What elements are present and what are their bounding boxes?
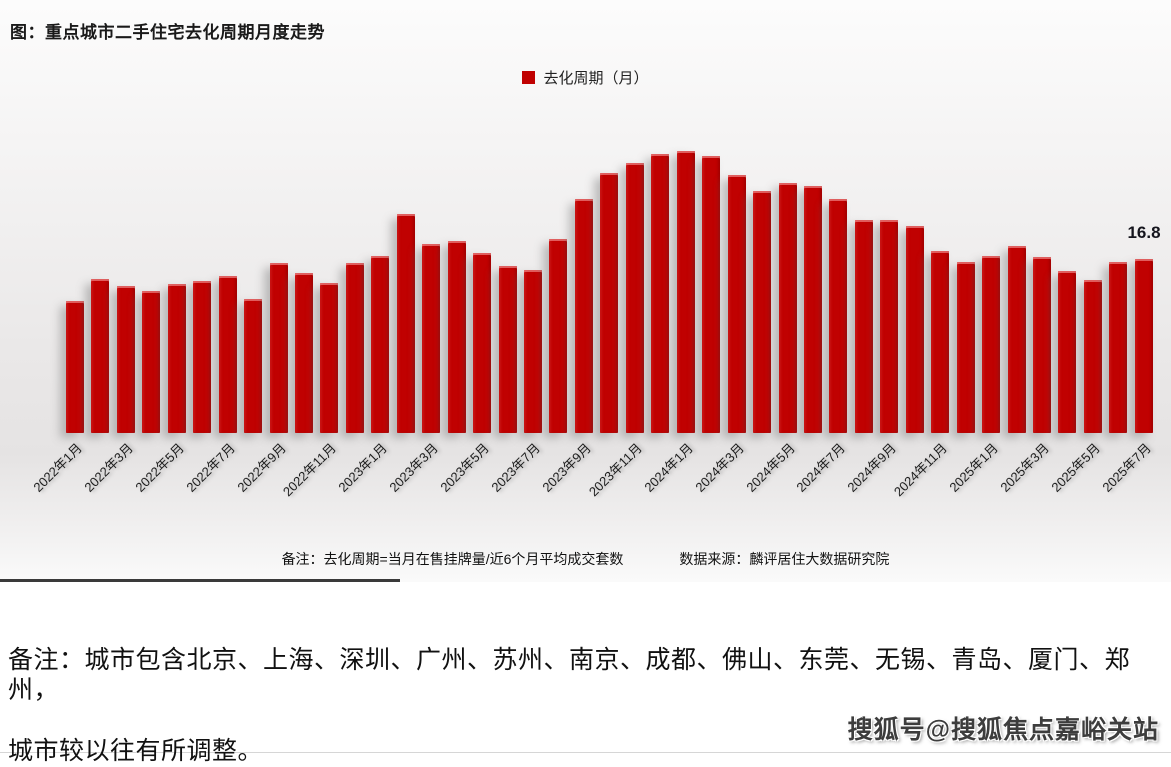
bar-plot: 2022年1月 2022年3月 2022年5月 2022年7月 2022年9月 2022年… xyxy=(30,151,1154,499)
bar xyxy=(117,286,135,433)
bar xyxy=(473,253,491,433)
bar xyxy=(142,291,160,433)
footnote: 备注：城市包含北京、上海、深圳、广州、苏州、南京、成都、佛山、东莞、无锡、青岛、… xyxy=(0,582,1171,767)
data-source: 数据来源：麟评居住大数据研究院 xyxy=(679,551,890,567)
watermark: 搜狐号@搜狐焦点嘉峪关站 xyxy=(847,716,1159,744)
legend-label: 去化周期（月） xyxy=(543,70,649,87)
bar xyxy=(957,262,975,433)
chart-notes: 备注：去化周期=当月在售挂牌量/近6个月平均成交套数 数据来源：麟评居住大数据研… xyxy=(0,549,1171,569)
bar xyxy=(702,156,720,433)
bar xyxy=(66,301,84,433)
bar xyxy=(320,283,338,433)
bar xyxy=(193,281,211,433)
bar xyxy=(499,266,517,433)
formula-note: 备注：去化周期=当月在售挂牌量/近6个月平均成交套数 xyxy=(281,551,624,567)
bar xyxy=(982,256,1000,433)
last-value-label: 16.8 xyxy=(1127,223,1161,242)
bar xyxy=(728,175,746,433)
bar xyxy=(931,251,949,433)
bar xyxy=(779,183,797,433)
bar xyxy=(448,241,466,433)
footnote-line1: 备注：城市包含北京、上海、深圳、广州、苏州、南京、成都、佛山、东莞、无锡、青岛、… xyxy=(8,647,1131,704)
legend: 去化周期（月） xyxy=(0,67,1171,88)
bar xyxy=(1084,280,1102,433)
bar xyxy=(422,244,440,433)
bar xyxy=(524,270,542,433)
bar xyxy=(829,199,847,433)
bar xyxy=(295,273,313,433)
divider-line xyxy=(0,579,400,582)
bar xyxy=(1109,262,1127,433)
bar xyxy=(219,276,237,433)
chart-title: 图：重点城市二手住宅去化周期月度走势 xyxy=(10,23,325,42)
bar xyxy=(804,186,822,433)
bar xyxy=(677,151,695,433)
bar xyxy=(1008,246,1026,433)
bar xyxy=(270,263,288,433)
bar xyxy=(600,173,618,433)
bar xyxy=(549,239,567,433)
bar xyxy=(1135,259,1153,433)
bar xyxy=(346,263,364,433)
bar xyxy=(753,191,771,433)
bar xyxy=(880,220,898,433)
chart-figure: 图：重点城市二手住宅去化周期月度走势 去化周期（月） 2022年1月 2022年3… xyxy=(0,0,1171,582)
bar xyxy=(1033,257,1051,433)
bar xyxy=(91,279,109,433)
bar xyxy=(371,256,389,433)
bar xyxy=(626,163,644,433)
bar xyxy=(855,220,873,433)
legend-color-swatch xyxy=(522,71,536,84)
bar xyxy=(244,299,262,433)
bar xyxy=(906,226,924,433)
bar xyxy=(651,154,669,433)
bar xyxy=(397,214,415,433)
x-tick-label: 2022年1月 xyxy=(30,440,85,495)
bar xyxy=(168,284,186,433)
bar xyxy=(1058,271,1076,433)
bar xyxy=(575,199,593,433)
